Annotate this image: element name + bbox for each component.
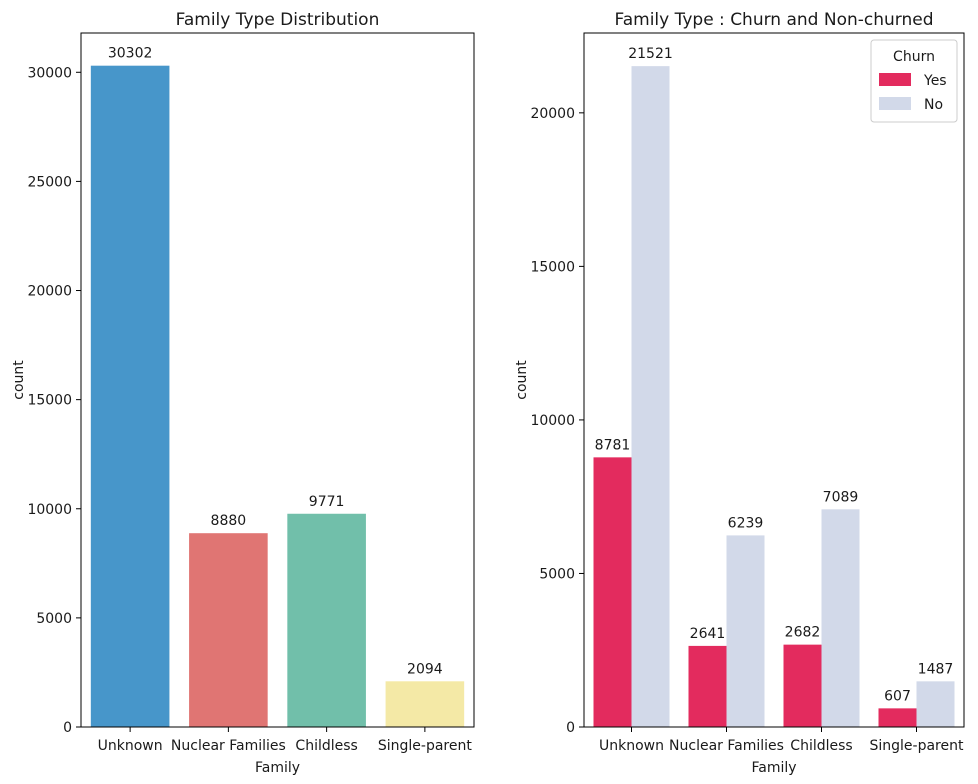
data-label: 2094 — [407, 661, 443, 677]
left-chart-panel: Family Type Distribution 30302 8880 9771 209… — [11, 10, 475, 776]
y-tick-label: 5000 — [36, 611, 72, 627]
bar-0 — [90, 65, 170, 727]
y-tick-label: 10000 — [530, 413, 575, 429]
legend-swatch-yes — [879, 73, 911, 86]
y-axis-label: count — [11, 360, 27, 400]
legend-label-yes: Yes — [923, 73, 947, 89]
x-tick-label: Nuclear Families — [171, 738, 286, 754]
y-tick-label: 0 — [566, 720, 575, 736]
legend-swatch-no — [879, 97, 911, 110]
data-label: 1487 — [918, 661, 954, 677]
data-label: 30302 — [108, 46, 153, 62]
x-tick-label: Nuclear Families — [669, 738, 784, 754]
x-tick-label: Single-parent — [378, 738, 472, 754]
data-label: 607 — [884, 688, 911, 704]
y-tick-label: 30000 — [27, 65, 72, 81]
y-tick-label: 15000 — [530, 259, 575, 275]
y-tick-label: 5000 — [539, 566, 575, 582]
bar-2 — [287, 513, 366, 727]
x-axis-label: Family — [751, 760, 796, 776]
bar-no-2 — [821, 509, 860, 727]
data-label: 9771 — [309, 494, 345, 510]
bar-yes-3 — [878, 708, 917, 727]
legend-title: Churn — [893, 49, 935, 65]
bar-no-1 — [726, 535, 765, 727]
y-tick-label: 15000 — [27, 393, 72, 409]
plot-frame — [80, 32, 475, 728]
data-label: 6239 — [728, 515, 764, 531]
y-tick-label: 20000 — [530, 106, 575, 122]
y-tick-label: 0 — [63, 720, 72, 736]
data-label: 7089 — [823, 489, 859, 505]
data-label: 8781 — [595, 437, 631, 453]
bar-no-3 — [916, 681, 955, 727]
data-label: 8880 — [211, 513, 247, 529]
data-label: 2641 — [690, 626, 726, 642]
y-tick-label: 25000 — [27, 174, 72, 190]
bar-1 — [189, 533, 268, 727]
y-tick-label: 10000 — [27, 502, 72, 518]
chart-title: Family Type : Churn and Non-churned — [615, 10, 934, 30]
x-tick-label: Childless — [295, 738, 357, 754]
legend: Churn Yes No — [870, 39, 958, 123]
chart-title: Family Type Distribution — [176, 10, 380, 30]
bar-yes-0 — [593, 457, 632, 727]
bar-3 — [385, 681, 465, 727]
right-chart-panel: Family Type : Churn and Non-churned 8781 2… — [514, 10, 965, 776]
x-axis-label: Family — [255, 760, 300, 776]
bar-yes-1 — [688, 645, 727, 727]
bar-yes-2 — [783, 644, 822, 727]
legend-label-no: No — [924, 97, 943, 113]
plot-frame — [583, 32, 965, 728]
y-axis-label: count — [514, 360, 530, 400]
y-tick-label: 20000 — [27, 284, 72, 300]
data-label: 21521 — [628, 46, 673, 62]
x-tick-label: Unknown — [98, 738, 163, 754]
bar-no-0 — [631, 66, 670, 727]
data-label: 2682 — [785, 625, 821, 641]
x-tick-label: Unknown — [599, 738, 664, 754]
x-tick-label: Single-parent — [870, 738, 964, 754]
x-tick-label: Childless — [790, 738, 852, 754]
